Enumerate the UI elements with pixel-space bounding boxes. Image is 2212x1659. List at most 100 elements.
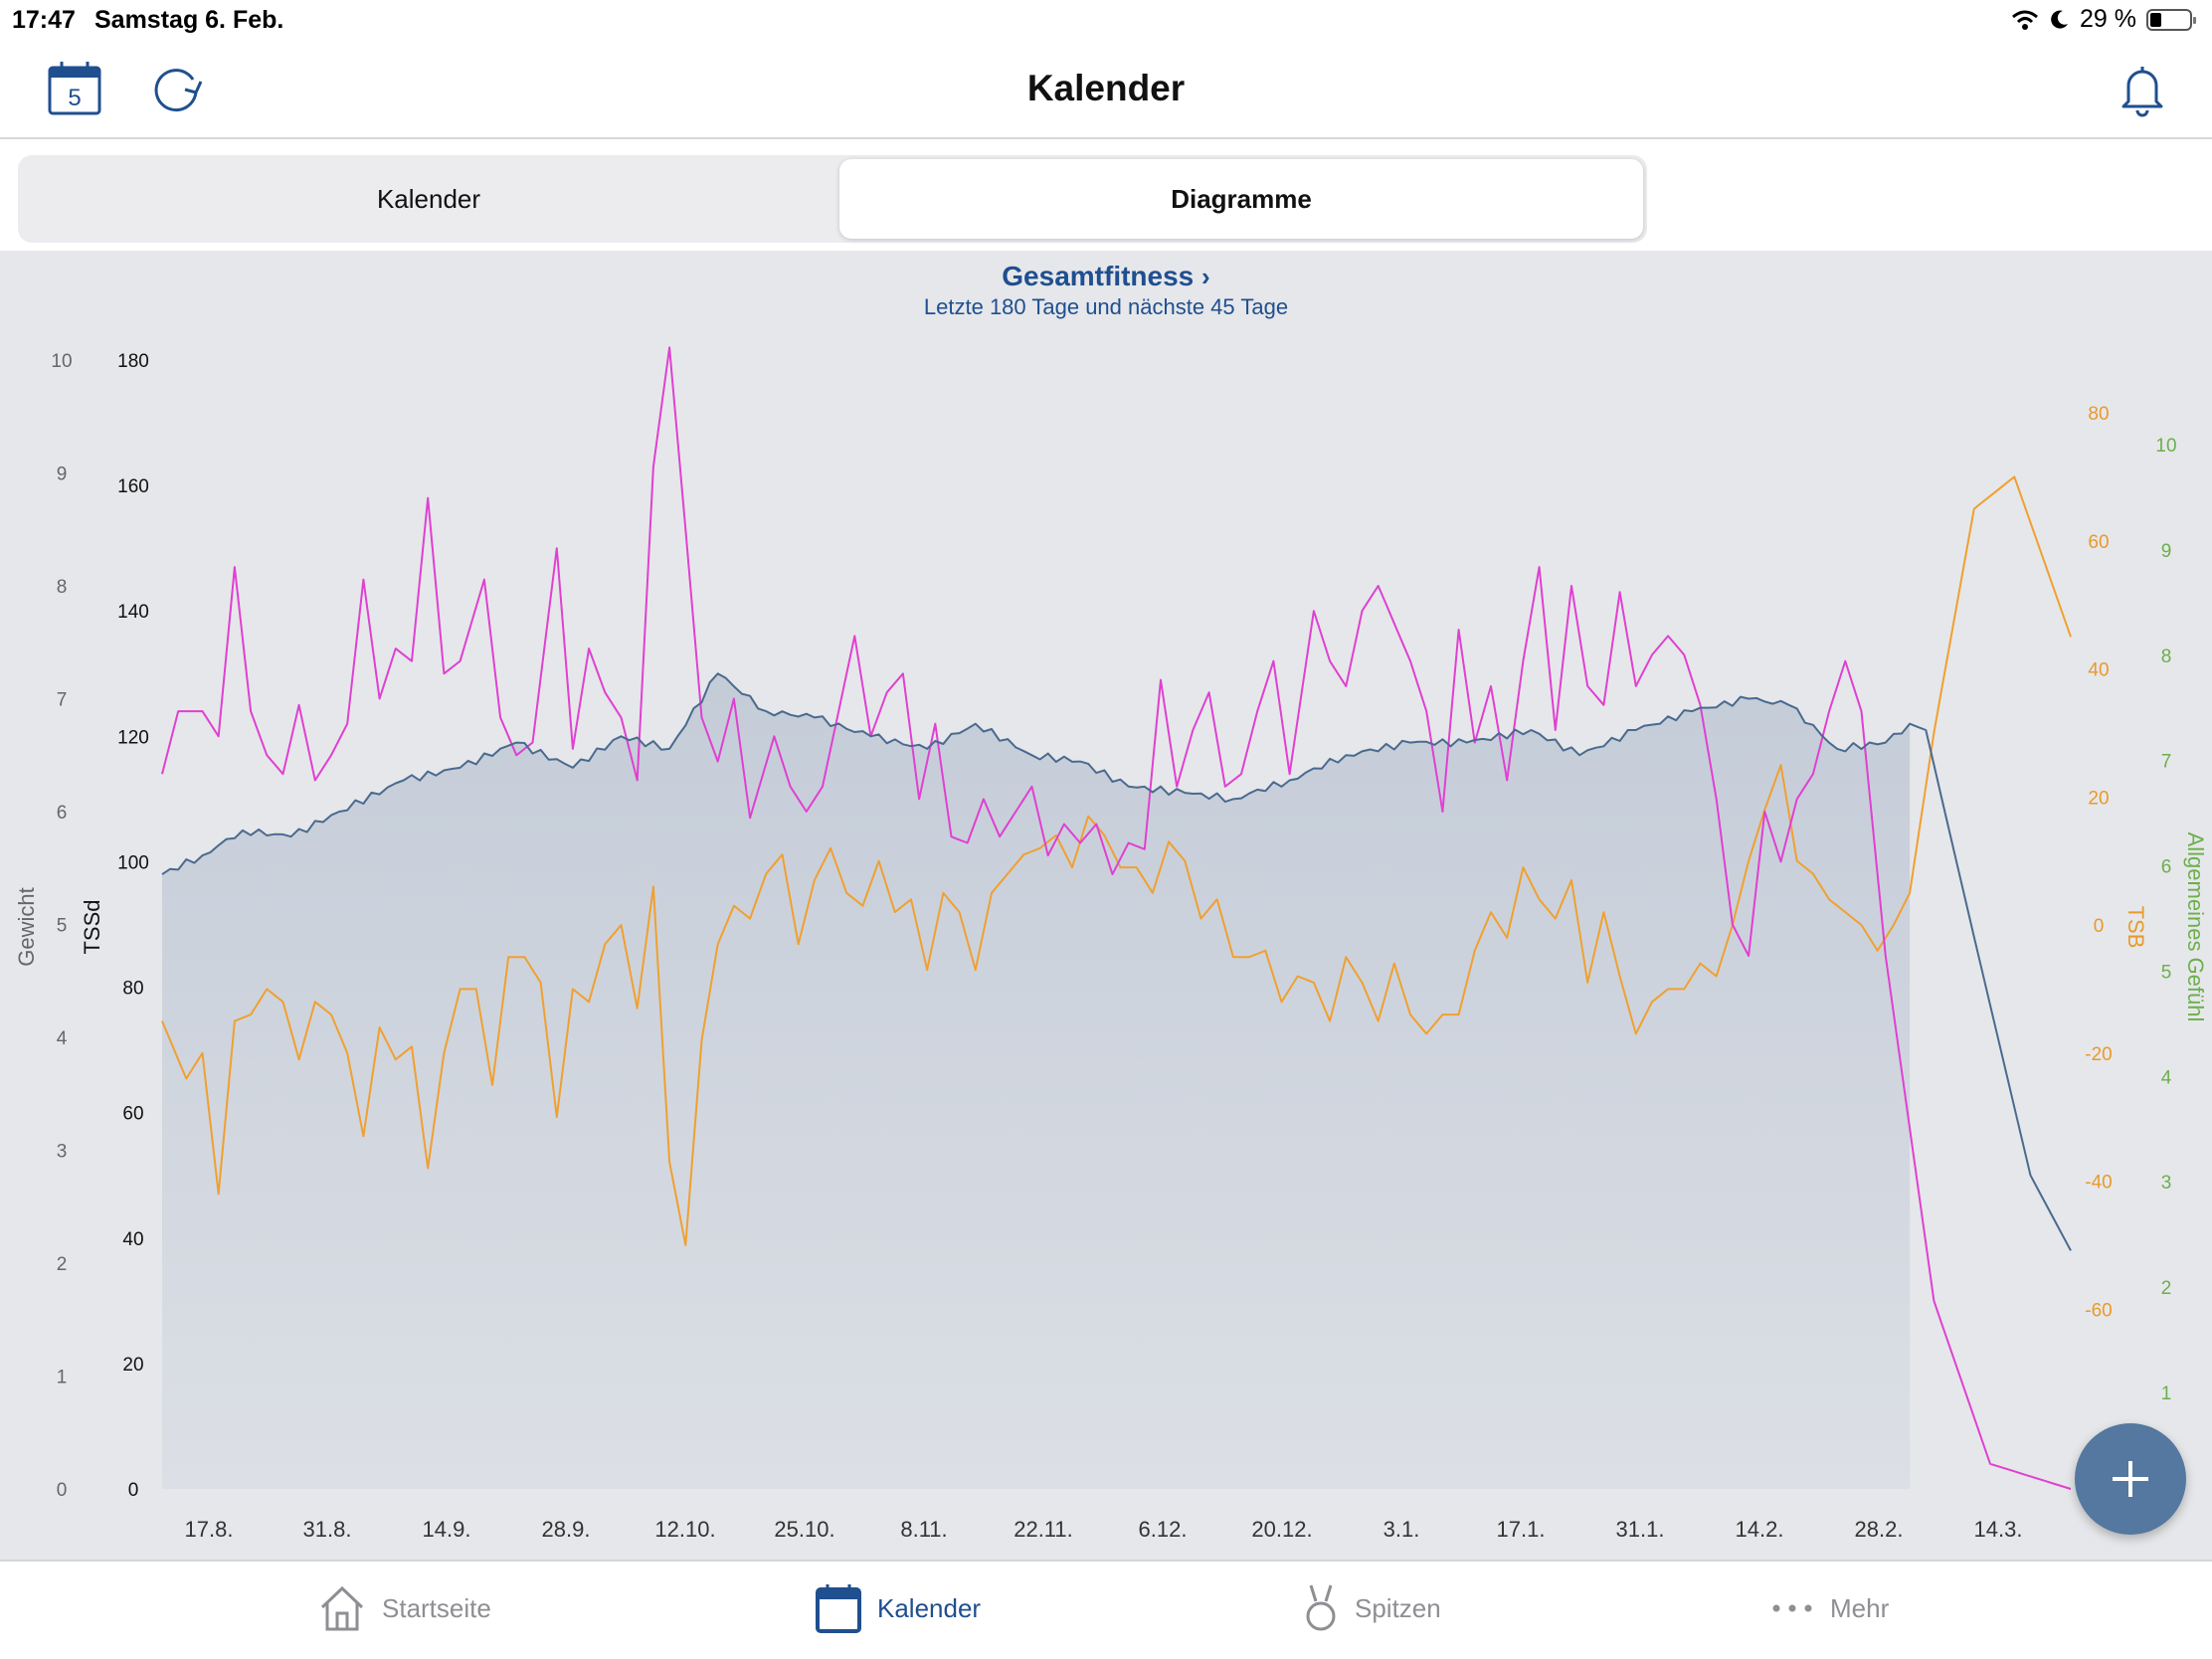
tsb-tick-label: -20 <box>2085 1044 2112 1065</box>
tsb-tick-label: -40 <box>2085 1173 2112 1194</box>
calendar-today-button[interactable]: 5 <box>46 60 103 122</box>
tssd-tick-label: 180 <box>117 351 149 372</box>
x-tick-label: 14.9. <box>423 1517 471 1542</box>
gefuehl-tick-label: 6 <box>2161 857 2172 878</box>
status-date: Samstag 6. Feb. <box>94 6 284 34</box>
x-tick-label: 8.11. <box>900 1517 947 1542</box>
tssd-tick-label: 80 <box>122 979 143 1000</box>
calendar-icon: 5 <box>48 62 101 115</box>
tssd-tick-label: 120 <box>117 727 149 748</box>
chart-axes: 012345678910020406080100120140160180-60-… <box>14 351 2208 1501</box>
x-tick-label: 12.10. <box>654 1517 715 1542</box>
gefuehl-axis-label: Allgemeines Gefühl <box>2183 832 2208 1022</box>
bell-icon <box>2121 67 2163 117</box>
gewicht-tick-label: 9 <box>57 464 68 485</box>
tssd-tick-label: 100 <box>117 852 149 873</box>
gewicht-tick-label: 1 <box>57 1368 68 1388</box>
tssd-tick-label: 60 <box>122 1104 143 1125</box>
gefuehl-tick-label: 9 <box>2161 541 2172 562</box>
tab-label-spitzen: Spitzen <box>1355 1592 1441 1623</box>
status-bar: 17:47 Samstag 6. Feb. 29 % <box>0 0 2212 40</box>
view-segment-control: Kalender Diagramme <box>18 155 1647 243</box>
wifi-icon <box>2012 10 2038 30</box>
tab-mehr[interactable]: Mehr <box>1770 1583 1889 1633</box>
x-tick-label: 3.1. <box>1383 1517 1420 1542</box>
tsb-tick-label: 80 <box>2088 404 2109 425</box>
fitness-line <box>161 672 2072 1251</box>
x-tick-label: 22.11. <box>1014 1517 1073 1542</box>
fitness-chart: 012345678910020406080100120140160180-60-… <box>14 346 2208 1542</box>
home-icon <box>320 1585 364 1631</box>
gewicht-tick-label: 7 <box>57 690 68 711</box>
page-title: Kalender <box>1026 68 1186 108</box>
segment-diagramme[interactable]: Diagramme <box>839 159 1643 239</box>
gefuehl-tick-label: 8 <box>2161 646 2172 667</box>
tab-label-kalender: Kalender <box>877 1592 982 1623</box>
status-time: 17:47 <box>12 6 76 34</box>
x-tick-label: 6.12. <box>1139 1517 1188 1542</box>
tsb-axis-label: TSB <box>2123 906 2148 949</box>
gefuehl-tick-label: 1 <box>2161 1383 2172 1404</box>
chart-panel: Gesamtfitness › Letzte 180 Tage und näch… <box>0 251 2212 1560</box>
gewicht-tick-label: 3 <box>57 1142 68 1163</box>
x-tick-label: 14.3. <box>1974 1517 2023 1542</box>
tssd-axis-label: TSSd <box>80 899 104 954</box>
x-axis: 17.8. 31.8. 14.9. 28.9. 12.10. 25.10. 8.11. 22.… <box>185 1517 2023 1542</box>
x-tick-label: 28.2. <box>1855 1517 1904 1542</box>
segment-kalender[interactable]: Kalender <box>376 183 481 214</box>
tssd-tick-label: 20 <box>122 1355 143 1376</box>
x-tick-label: 31.8. <box>303 1517 352 1542</box>
chart-title: Gesamtfitness <box>1002 261 1195 291</box>
tsb-tick-label: -60 <box>2085 1300 2112 1321</box>
tab-label-mehr: Mehr <box>1830 1592 1890 1623</box>
tab-label-startseite: Startseite <box>382 1592 491 1623</box>
x-tick-label: 20.12. <box>1251 1517 1312 1542</box>
gefuehl-tick-label: 2 <box>2161 1278 2172 1299</box>
gewicht-tick-label: 8 <box>57 577 68 598</box>
gefuehl-tick-label: 7 <box>2161 752 2172 773</box>
tab-startseite[interactable]: Startseite <box>318 1583 491 1633</box>
medal-icon <box>1306 1584 1336 1631</box>
nav-bar: 5 Kalender <box>0 40 2212 139</box>
x-tick-label: 25.10. <box>774 1517 834 1542</box>
tab-spitzen[interactable]: Spitzen <box>1303 1583 1441 1633</box>
gefuehl-tick-label: 3 <box>2161 1173 2172 1194</box>
gefuehl-tick-label: 5 <box>2161 962 2172 983</box>
tsb-tick-label: 20 <box>2088 788 2109 809</box>
gewicht-tick-label: 5 <box>57 916 68 937</box>
battery-percent: 29 % <box>2080 5 2136 33</box>
notifications-button[interactable] <box>2115 62 2170 122</box>
tsb-tick-label: 40 <box>2088 660 2109 681</box>
gewicht-tick-label: 10 <box>51 351 72 372</box>
add-button[interactable] <box>2075 1423 2186 1535</box>
tssd-tick-label: 0 <box>128 1480 139 1501</box>
x-tick-label: 28.9. <box>542 1517 591 1542</box>
gewicht-tick-label: 6 <box>57 803 68 824</box>
chart-series <box>161 346 2072 1490</box>
more-icon <box>1772 1604 1812 1612</box>
gewicht-tick-label: 0 <box>57 1480 68 1501</box>
tssd-tick-label: 140 <box>117 602 149 623</box>
chart-subtitle: Letzte 180 Tage und nächste 45 Tage <box>923 294 1289 319</box>
tssd-tick-label: 160 <box>117 476 149 497</box>
gewicht-tick-label: 4 <box>57 1028 68 1049</box>
gewicht-tick-label: 2 <box>57 1254 68 1275</box>
moon-icon <box>2051 10 2069 29</box>
tsb-line <box>161 475 2072 1246</box>
x-tick-label: 17.8. <box>185 1517 234 1542</box>
x-tick-label: 31.1. <box>1616 1517 1665 1542</box>
tssd-line <box>161 346 2072 1490</box>
gewicht-axis-label: Gewicht <box>14 887 39 966</box>
x-tick-label: 17.1. <box>1497 1517 1546 1542</box>
calendar-icon <box>816 1584 861 1633</box>
plus-icon <box>2113 1461 2148 1497</box>
battery-icon <box>2146 8 2196 31</box>
tsb-tick-label: 0 <box>2094 916 2105 937</box>
fitness-area <box>162 673 1911 1489</box>
tsb-tick-label: 60 <box>2088 532 2109 553</box>
chart-title-link[interactable]: Gesamtfitness › <box>0 261 2212 292</box>
tab-kalender[interactable]: Kalender <box>816 1583 981 1633</box>
gefuehl-tick-label: 10 <box>2155 436 2176 457</box>
refresh-button[interactable] <box>147 62 205 122</box>
refresh-icon <box>154 69 203 112</box>
